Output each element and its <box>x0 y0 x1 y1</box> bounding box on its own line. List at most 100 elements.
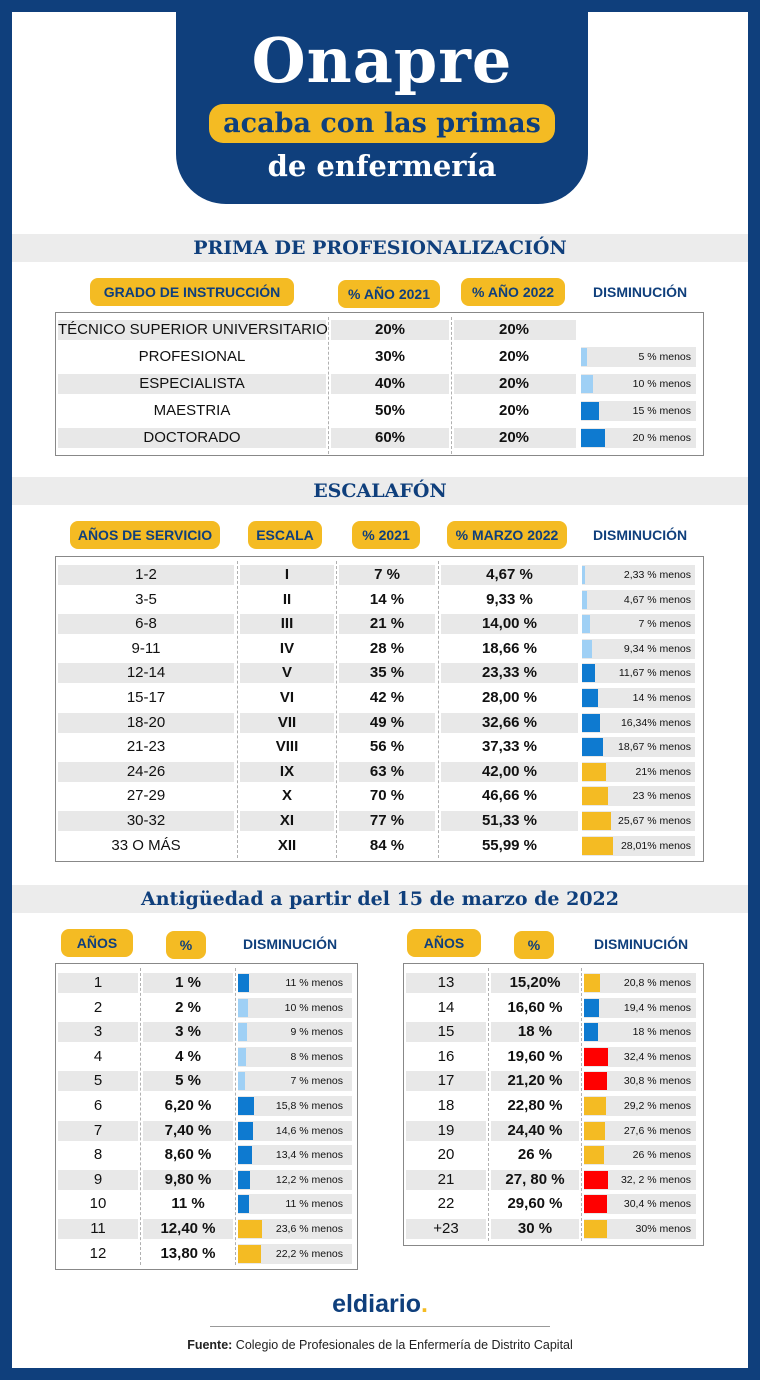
row-shading <box>406 1071 486 1092</box>
row-shading <box>491 1071 579 1092</box>
row-shading <box>406 973 486 993</box>
column-divider <box>328 317 329 454</box>
decrease-bar <box>584 1170 609 1189</box>
decrease-bar <box>582 713 601 732</box>
decrease-bar <box>238 1220 263 1238</box>
logo-text: eldiario <box>332 1290 421 1318</box>
value-2022: 4,67 % <box>486 566 533 583</box>
decrease-bar <box>582 787 608 806</box>
scale-cell: X <box>281 787 292 805</box>
row-shading <box>58 712 234 733</box>
years-cell: 20 <box>437 1146 455 1164</box>
source-note: Fuente: Colegio de Profesionales de la E… <box>0 1338 760 1352</box>
years-cell: 14 <box>437 998 455 1016</box>
decrease-label: 25,67 % menos <box>618 815 691 827</box>
value-2021: 35 % <box>369 664 405 682</box>
years-cell: 11 <box>90 1220 106 1237</box>
pct-cell: 22,80 % <box>507 1097 563 1114</box>
value-2021: 63 % <box>369 762 405 780</box>
row-shading <box>491 1169 579 1190</box>
divider <box>210 1326 550 1327</box>
row-shading <box>339 811 435 831</box>
pct-cell: 18 % <box>517 1023 553 1041</box>
decrease-bar <box>238 1121 253 1140</box>
years-cell: 4 <box>93 1047 103 1065</box>
row-shading <box>406 1022 486 1043</box>
value-2022: 32,66 % <box>481 713 538 731</box>
value-2022: 9,33 % <box>486 590 533 608</box>
years-cell: 12 <box>89 1244 107 1262</box>
value-2021: 21 % <box>369 615 405 633</box>
value-2022: 51,33 % <box>481 812 538 829</box>
row-shading <box>441 663 578 684</box>
row-shading <box>143 1071 233 1092</box>
row-shading <box>58 811 234 831</box>
row-shading <box>331 374 449 394</box>
bar-track <box>584 1071 696 1092</box>
years-cell: 13 <box>437 974 455 991</box>
years-cell: 7 <box>93 1121 103 1139</box>
row-shading <box>240 565 334 585</box>
row-shading <box>143 973 233 993</box>
bar-track <box>238 1145 352 1166</box>
decrease-label: 7 % menos <box>638 618 691 631</box>
decrease-bar <box>582 689 598 707</box>
bar-track <box>582 712 695 733</box>
decrease-bar <box>581 429 605 447</box>
row-shading <box>240 614 334 635</box>
years-cell: 3-5 <box>135 590 157 608</box>
row-shading <box>441 614 578 635</box>
decrease-label: 10 % menos <box>284 1001 343 1014</box>
bar-track <box>581 401 696 421</box>
decrease-label: 15,8 % menos <box>275 1100 343 1112</box>
table-row: 13 15,20% 20,8 % menos <box>404 973 703 993</box>
row-shading <box>143 1169 233 1190</box>
antiguedad-table-right: 13 15,20% 20,8 % menos 14 16,60 % 19,4 % meno… <box>403 963 704 1246</box>
decrease-bar <box>584 1097 606 1115</box>
value-2021: 7 % <box>374 566 400 583</box>
decrease-bar <box>582 615 590 634</box>
years-cell: 2 <box>93 998 103 1016</box>
subtitle-highlight: acaba con las primas <box>209 104 555 143</box>
bar-track <box>238 1169 352 1190</box>
years-cell: 3 <box>93 1023 103 1041</box>
table-row: 1 1 % 11 % menos <box>56 973 357 993</box>
table-row: 15-17 VI 42 % 28,00 % 14 % menos <box>56 688 703 708</box>
header-disminucion: DISMINUCIÓN <box>593 527 688 543</box>
decrease-label: 32,4 % menos <box>623 1050 691 1063</box>
table-row: 18 22,80 % 29,2 % menos <box>404 1096 703 1116</box>
decrease-bar <box>584 1146 604 1165</box>
decrease-label: 26 % menos <box>632 1149 691 1162</box>
row-shading <box>58 614 234 635</box>
bar-track <box>584 1022 696 1043</box>
table-row: 21 27, 80 % 32, 2 % menos <box>404 1169 703 1190</box>
table-row: 33 O MÁS XII 84 % 55,99 % 28,01% menos <box>56 835 703 856</box>
pct-cell: 13,80 % <box>160 1244 216 1262</box>
table-row: PROFESIONAL 30% 20% 5 % menos <box>56 347 703 367</box>
bar-track <box>581 347 696 367</box>
header-anos-left: AÑOS <box>61 929 133 957</box>
bar-track <box>581 374 696 394</box>
table-row: 24-26 IX 63 % 42,00 % 21% menos <box>56 761 703 782</box>
bar-track <box>238 973 352 993</box>
value-2022: 20% <box>498 402 530 419</box>
pct-cell: 4 % <box>175 1047 201 1065</box>
table-row: 4 4 % 8 % menos <box>56 1046 357 1067</box>
bar-track <box>584 1120 696 1141</box>
years-cell: 12-14 <box>126 664 166 682</box>
row-shading <box>441 811 578 831</box>
bar-track <box>584 1145 696 1166</box>
pct-cell: 12,40 % <box>160 1220 216 1237</box>
title-banner: Onapre acaba con las primas de enfermerí… <box>176 0 588 204</box>
bar-track <box>582 761 695 782</box>
decrease-label: 14 % menos <box>632 692 691 704</box>
value-2022: 20% <box>498 321 530 338</box>
row-shading <box>58 374 326 394</box>
header-escala: ESCALA <box>248 521 322 549</box>
table-row: 3-5 II 14 % 9,33 % 4,67 % menos <box>56 589 703 610</box>
decrease-bar <box>584 1220 607 1238</box>
grado-cell: TÉCNICO SUPERIOR UNIVERSITARIO <box>58 321 328 338</box>
decrease-label: 16,34% menos <box>620 716 691 729</box>
bar-track <box>238 1194 352 1215</box>
decrease-label: 13,4 % menos <box>275 1149 343 1162</box>
